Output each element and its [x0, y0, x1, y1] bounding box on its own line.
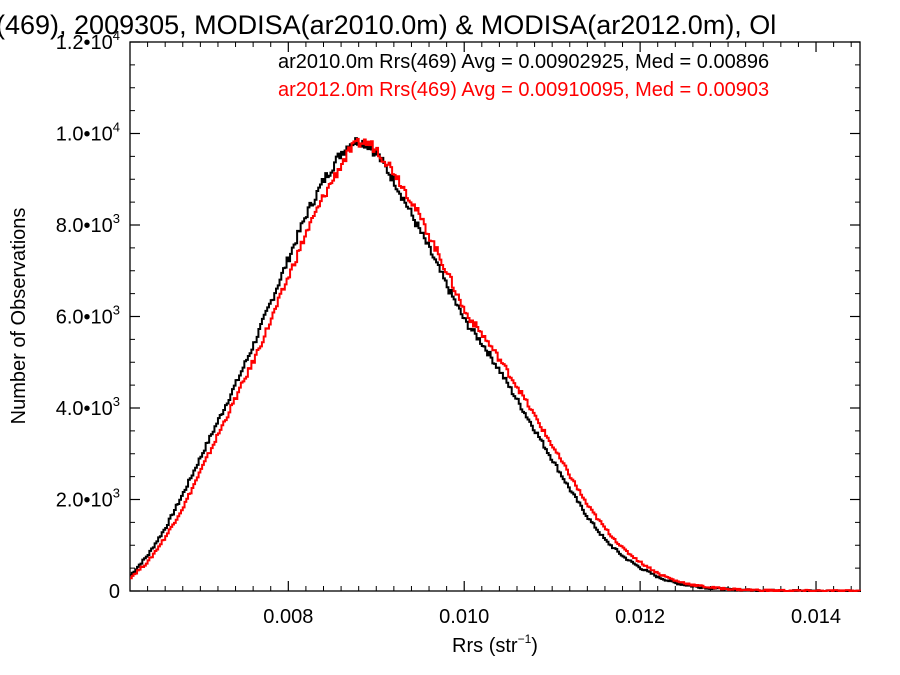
y-tick-exponent: 3: [113, 303, 120, 318]
y-tick-mantissa: 8.0•10: [56, 215, 113, 237]
series-line-0: [130, 137, 861, 592]
y-axis-label: Number of Observations: [8, 208, 30, 425]
x-axis-label-main: Rrs (str: [452, 635, 518, 657]
annotation-ar2010: ar2010.0m Rrs(469) Avg = 0.00902925, Med…: [278, 51, 769, 73]
chart-title: (469), 2009305, MODISA(ar2010.0m) & MODI…: [0, 10, 776, 40]
y-tick-label: 8.0•103: [56, 211, 120, 237]
x-axis-label-close: ): [531, 635, 538, 657]
y-tick-label: 2.0•103: [56, 486, 120, 512]
annotation-ar2012: ar2012.0m Rrs(469) Avg = 0.00910095, Med…: [278, 79, 769, 101]
y-tick-label: 4.0•103: [56, 394, 120, 420]
y-tick-label: 1.0•104: [56, 120, 120, 146]
y-tick-mantissa: 1.0•10: [56, 124, 113, 146]
y-tick-mantissa: 2.0•10: [56, 490, 113, 512]
plot-frame: [129, 41, 861, 592]
y-tick-exponent: 4: [113, 120, 120, 135]
y-tick-label: 1.2•104: [56, 28, 120, 54]
y-tick-exponent: 3: [113, 211, 120, 226]
x-axis-label: Rrs (str−1): [452, 632, 538, 657]
x-axis-label-superscript: −1: [518, 632, 532, 646]
x-tick-label: 0.008: [263, 606, 313, 628]
y-tick-mantissa: 4.0•10: [56, 398, 113, 420]
y-tick-label: 6.0•103: [56, 303, 120, 329]
y-tick-exponent: 3: [113, 394, 120, 409]
y-tick-mantissa: 1.2•10: [56, 32, 113, 54]
series-line-1: [130, 137, 861, 592]
y-tick-mantissa: 0: [109, 581, 120, 603]
y-tick-exponent: 3: [113, 486, 120, 501]
axis-ticks: 0.008 0.010 0.012 0.01402.0•1034.0•1036.0•1…: [56, 28, 860, 628]
x-tick-label: 0.014: [791, 606, 841, 628]
x-tick-label: 0.010: [439, 606, 489, 628]
y-tick-exponent: 4: [113, 28, 120, 43]
histogram-series: [130, 137, 861, 592]
x-tick-label: 0.012: [615, 606, 665, 628]
y-tick-mantissa: 6.0•10: [56, 307, 113, 329]
y-tick-label: 0: [109, 581, 120, 603]
